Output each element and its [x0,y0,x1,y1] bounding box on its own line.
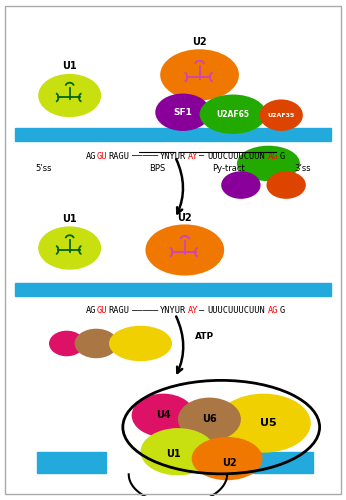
Text: YNYUR: YNYUR [160,306,186,315]
Ellipse shape [155,94,210,131]
Bar [15,128,331,141]
Text: AY: AY [188,306,199,315]
Text: AG: AG [85,152,96,160]
Bar [239,452,313,473]
Text: U1: U1 [166,448,180,458]
Ellipse shape [140,428,215,476]
Ellipse shape [160,50,239,100]
Text: U2AF35: U2AF35 [267,112,295,117]
Ellipse shape [38,74,101,117]
Ellipse shape [192,437,263,480]
Text: U1: U1 [62,214,77,224]
Text: U2AF65: U2AF65 [217,110,249,118]
Text: U6: U6 [202,414,217,424]
Ellipse shape [178,398,241,441]
Text: YNYUR: YNYUR [160,152,186,160]
Text: —————: ————— [132,306,158,315]
Text: U2: U2 [177,212,192,222]
Ellipse shape [132,394,195,437]
Ellipse shape [109,326,172,361]
Text: 5’ss: 5’ss [36,164,52,173]
Text: UUUCUUUCUUN: UUUCUUUCUUN [207,152,265,160]
Text: G: G [279,306,284,315]
Text: ATP: ATP [195,332,214,341]
Text: SF1: SF1 [173,108,192,116]
Text: GU: GU [97,152,107,160]
Text: RAGU: RAGU [109,306,130,315]
Bar [37,452,106,473]
Ellipse shape [38,226,101,270]
Ellipse shape [260,100,303,131]
Text: –: – [199,306,204,315]
Ellipse shape [75,328,118,358]
Text: AG: AG [268,152,279,160]
Text: AG: AG [85,306,96,315]
Text: Py-tract: Py-tract [212,164,245,173]
Text: U2: U2 [192,38,207,48]
Text: –: – [199,152,204,160]
Text: G: G [279,152,284,160]
Text: GU: GU [97,306,107,315]
Text: RAGU: RAGU [109,152,130,160]
Ellipse shape [221,172,261,199]
Text: 3’ss: 3’ss [294,164,311,173]
Text: —————: ————— [132,152,158,160]
Text: BPS: BPS [149,164,165,173]
Text: AY: AY [188,152,199,160]
Bar [15,283,331,296]
Ellipse shape [216,394,311,452]
Text: U4: U4 [156,410,171,420]
Ellipse shape [200,94,266,134]
Text: AG: AG [268,306,279,315]
Ellipse shape [237,146,300,181]
Text: U1: U1 [62,61,77,71]
Ellipse shape [49,330,84,356]
Ellipse shape [145,224,224,276]
Text: U2: U2 [222,458,236,468]
Text: U5: U5 [260,418,277,428]
Ellipse shape [266,172,306,199]
Text: UUUCUUUCUUN: UUUCUUUCUUN [207,306,265,315]
